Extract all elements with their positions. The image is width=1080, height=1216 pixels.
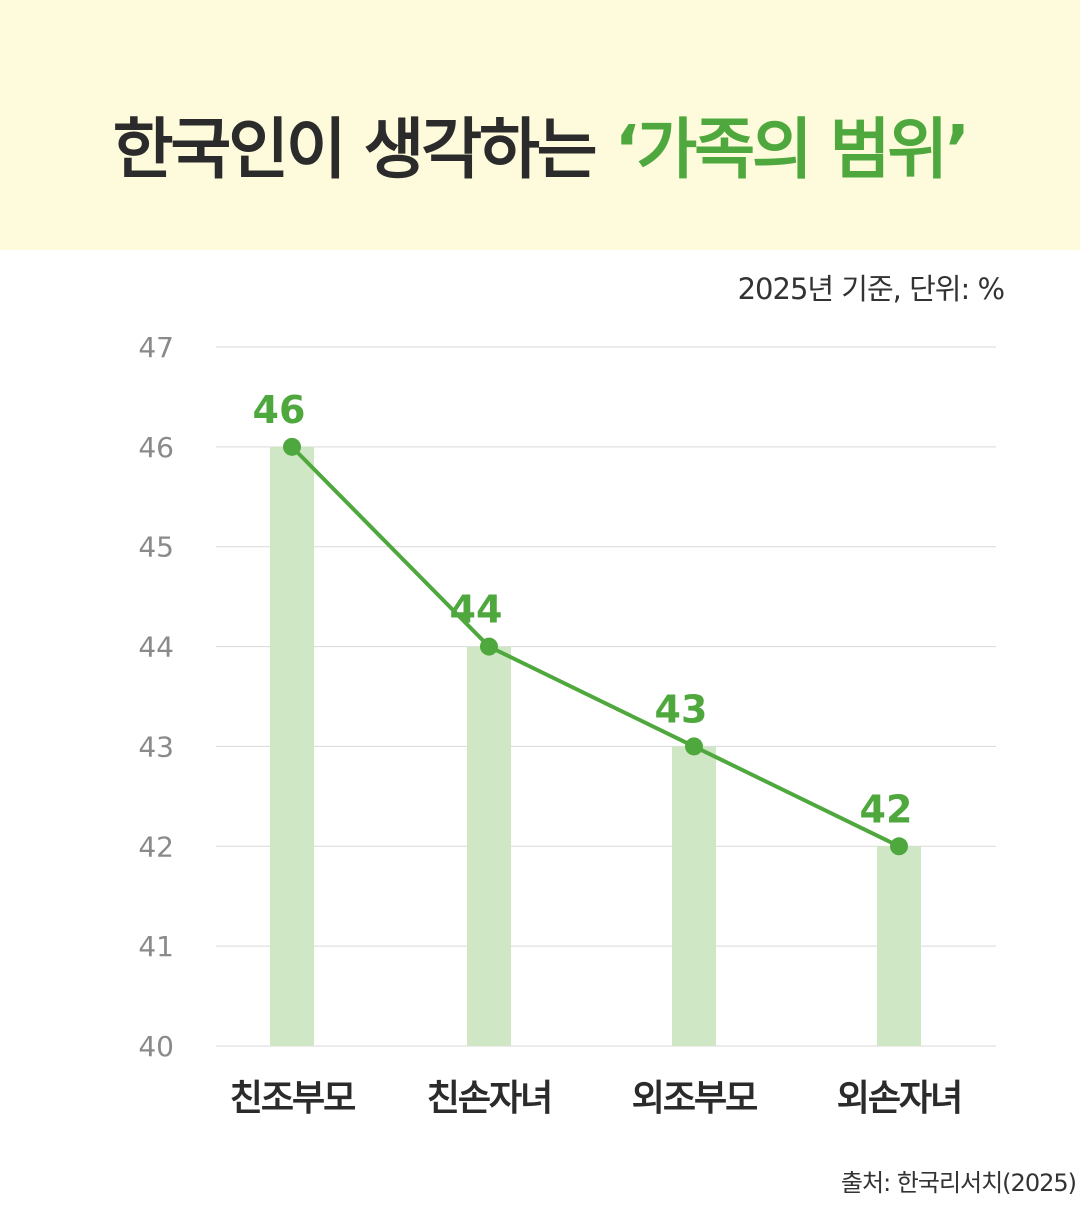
y-tick-label: 47 xyxy=(138,331,174,364)
y-tick-label: 43 xyxy=(138,730,174,763)
data-point xyxy=(480,637,498,656)
y-tick-label: 42 xyxy=(138,830,174,863)
unit-note: 2025년 기준, 단위: % xyxy=(737,272,1005,306)
bar xyxy=(270,446,314,1046)
chart-title-accent: ‘가족의 범위’ xyxy=(614,111,970,188)
y-tick-label: 45 xyxy=(138,531,174,564)
source-note: 출처: 한국리서치(2025) xyxy=(840,1169,1077,1197)
data-point xyxy=(283,437,301,456)
data-label: 42 xyxy=(860,787,913,831)
data-point xyxy=(685,737,703,756)
data-label: 46 xyxy=(253,388,306,432)
x-tick-label: 친조부모 xyxy=(230,1078,355,1119)
x-tick-label: 외조부모 xyxy=(632,1078,757,1119)
y-tick-label: 46 xyxy=(138,431,174,464)
x-tick-label: 외손자녀 xyxy=(837,1078,961,1119)
series-line xyxy=(290,445,900,849)
chart-title-main: 한국인이 생각하는 xyxy=(112,111,615,188)
data-label: 44 xyxy=(450,588,503,632)
bar xyxy=(877,846,921,1046)
title-banner xyxy=(0,0,1080,250)
bar xyxy=(467,646,511,1046)
bar xyxy=(672,746,716,1046)
y-tick-label: 40 xyxy=(138,1030,174,1063)
x-tick-label: 친손자녀 xyxy=(427,1078,551,1119)
data-point xyxy=(890,837,908,856)
chart-title: 한국인이 생각하는 ‘가족의 범위’ xyxy=(0,105,1080,195)
data-label: 43 xyxy=(655,687,708,731)
y-tick-label: 41 xyxy=(138,930,174,963)
y-tick-label: 44 xyxy=(138,631,174,664)
